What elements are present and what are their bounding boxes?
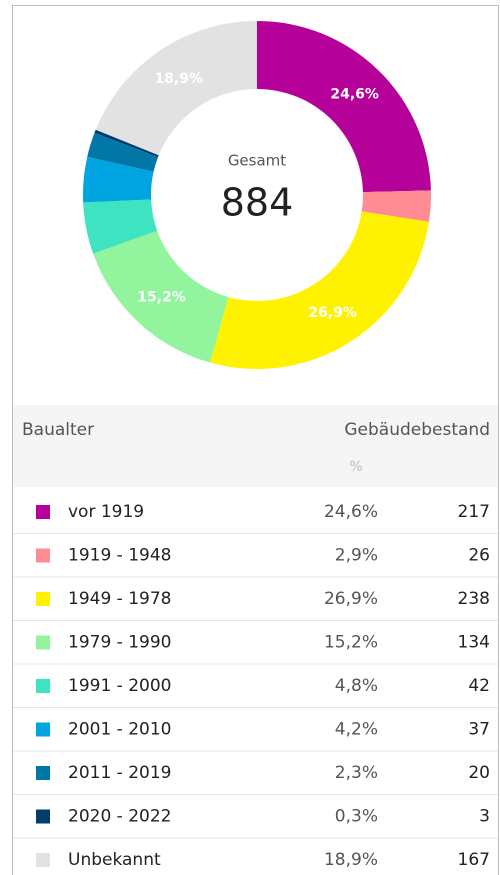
slice-label: 18,9% [154, 71, 203, 87]
donut-slice [361, 190, 431, 222]
row-percent: 26,9% [324, 589, 378, 609]
row-count: 20 [468, 763, 490, 783]
donut-slice [93, 230, 229, 363]
legend-swatch [36, 766, 50, 780]
row-name: 1949 - 1978 [68, 589, 171, 609]
donut-slice [257, 21, 431, 193]
legend-swatch [36, 853, 50, 867]
row-name: 2011 - 2019 [68, 763, 171, 783]
row-percent: 2,9% [335, 546, 378, 566]
row-name: Unbekannt [68, 850, 161, 870]
row-percent: 15,2% [324, 633, 378, 653]
slice-label: 26,9% [308, 305, 357, 321]
row-percent: 18,9% [324, 850, 378, 870]
legend-swatch [36, 635, 50, 650]
row-count: 238 [458, 589, 490, 609]
donut-slice [94, 129, 159, 158]
header-baualter: Baualter [22, 420, 94, 440]
legend-swatch [36, 548, 50, 563]
row-percent: 4,8% [335, 676, 378, 696]
row-name: 1979 - 1990 [68, 633, 171, 653]
donut-slice [82, 156, 154, 203]
row-count: 3 [479, 807, 490, 827]
donut-slice [210, 211, 429, 369]
legend-swatch [36, 722, 50, 737]
row-count: 167 [458, 850, 490, 870]
row-count: 217 [458, 502, 490, 522]
row-name: 2001 - 2010 [68, 720, 171, 740]
row-name: 1919 - 1948 [68, 546, 171, 566]
center-label: Gesamt [228, 152, 286, 170]
row-count: 134 [458, 633, 490, 653]
row-name: 1991 - 2000 [68, 676, 171, 696]
donut-slice [95, 21, 258, 156]
legend-swatch [36, 505, 50, 519]
row-count: 42 [468, 676, 490, 696]
row-percent: 4,2% [335, 720, 378, 740]
row-percent: 24,6% [324, 502, 378, 522]
center-total: 884 [221, 181, 294, 225]
legend-swatch [36, 592, 50, 606]
donut-slice [83, 199, 158, 254]
row-name: vor 1919 [68, 502, 144, 522]
row-percent: 2,3% [335, 763, 378, 783]
row-percent: 0,3% [335, 807, 378, 827]
header-bestand: Gebäudebestand [344, 420, 490, 440]
table-header-bg [13, 405, 498, 487]
row-count: 37 [468, 720, 490, 740]
row-name: 2020 - 2022 [68, 807, 171, 827]
card-border [12, 5, 499, 875]
slice-label: 15,2% [137, 289, 186, 305]
donut-slice [87, 132, 159, 172]
slice-label: 24,6% [330, 87, 379, 103]
header-percent: % [349, 459, 362, 475]
row-count: 26 [468, 546, 490, 566]
legend-swatch [36, 679, 50, 693]
legend-swatch [36, 809, 50, 824]
